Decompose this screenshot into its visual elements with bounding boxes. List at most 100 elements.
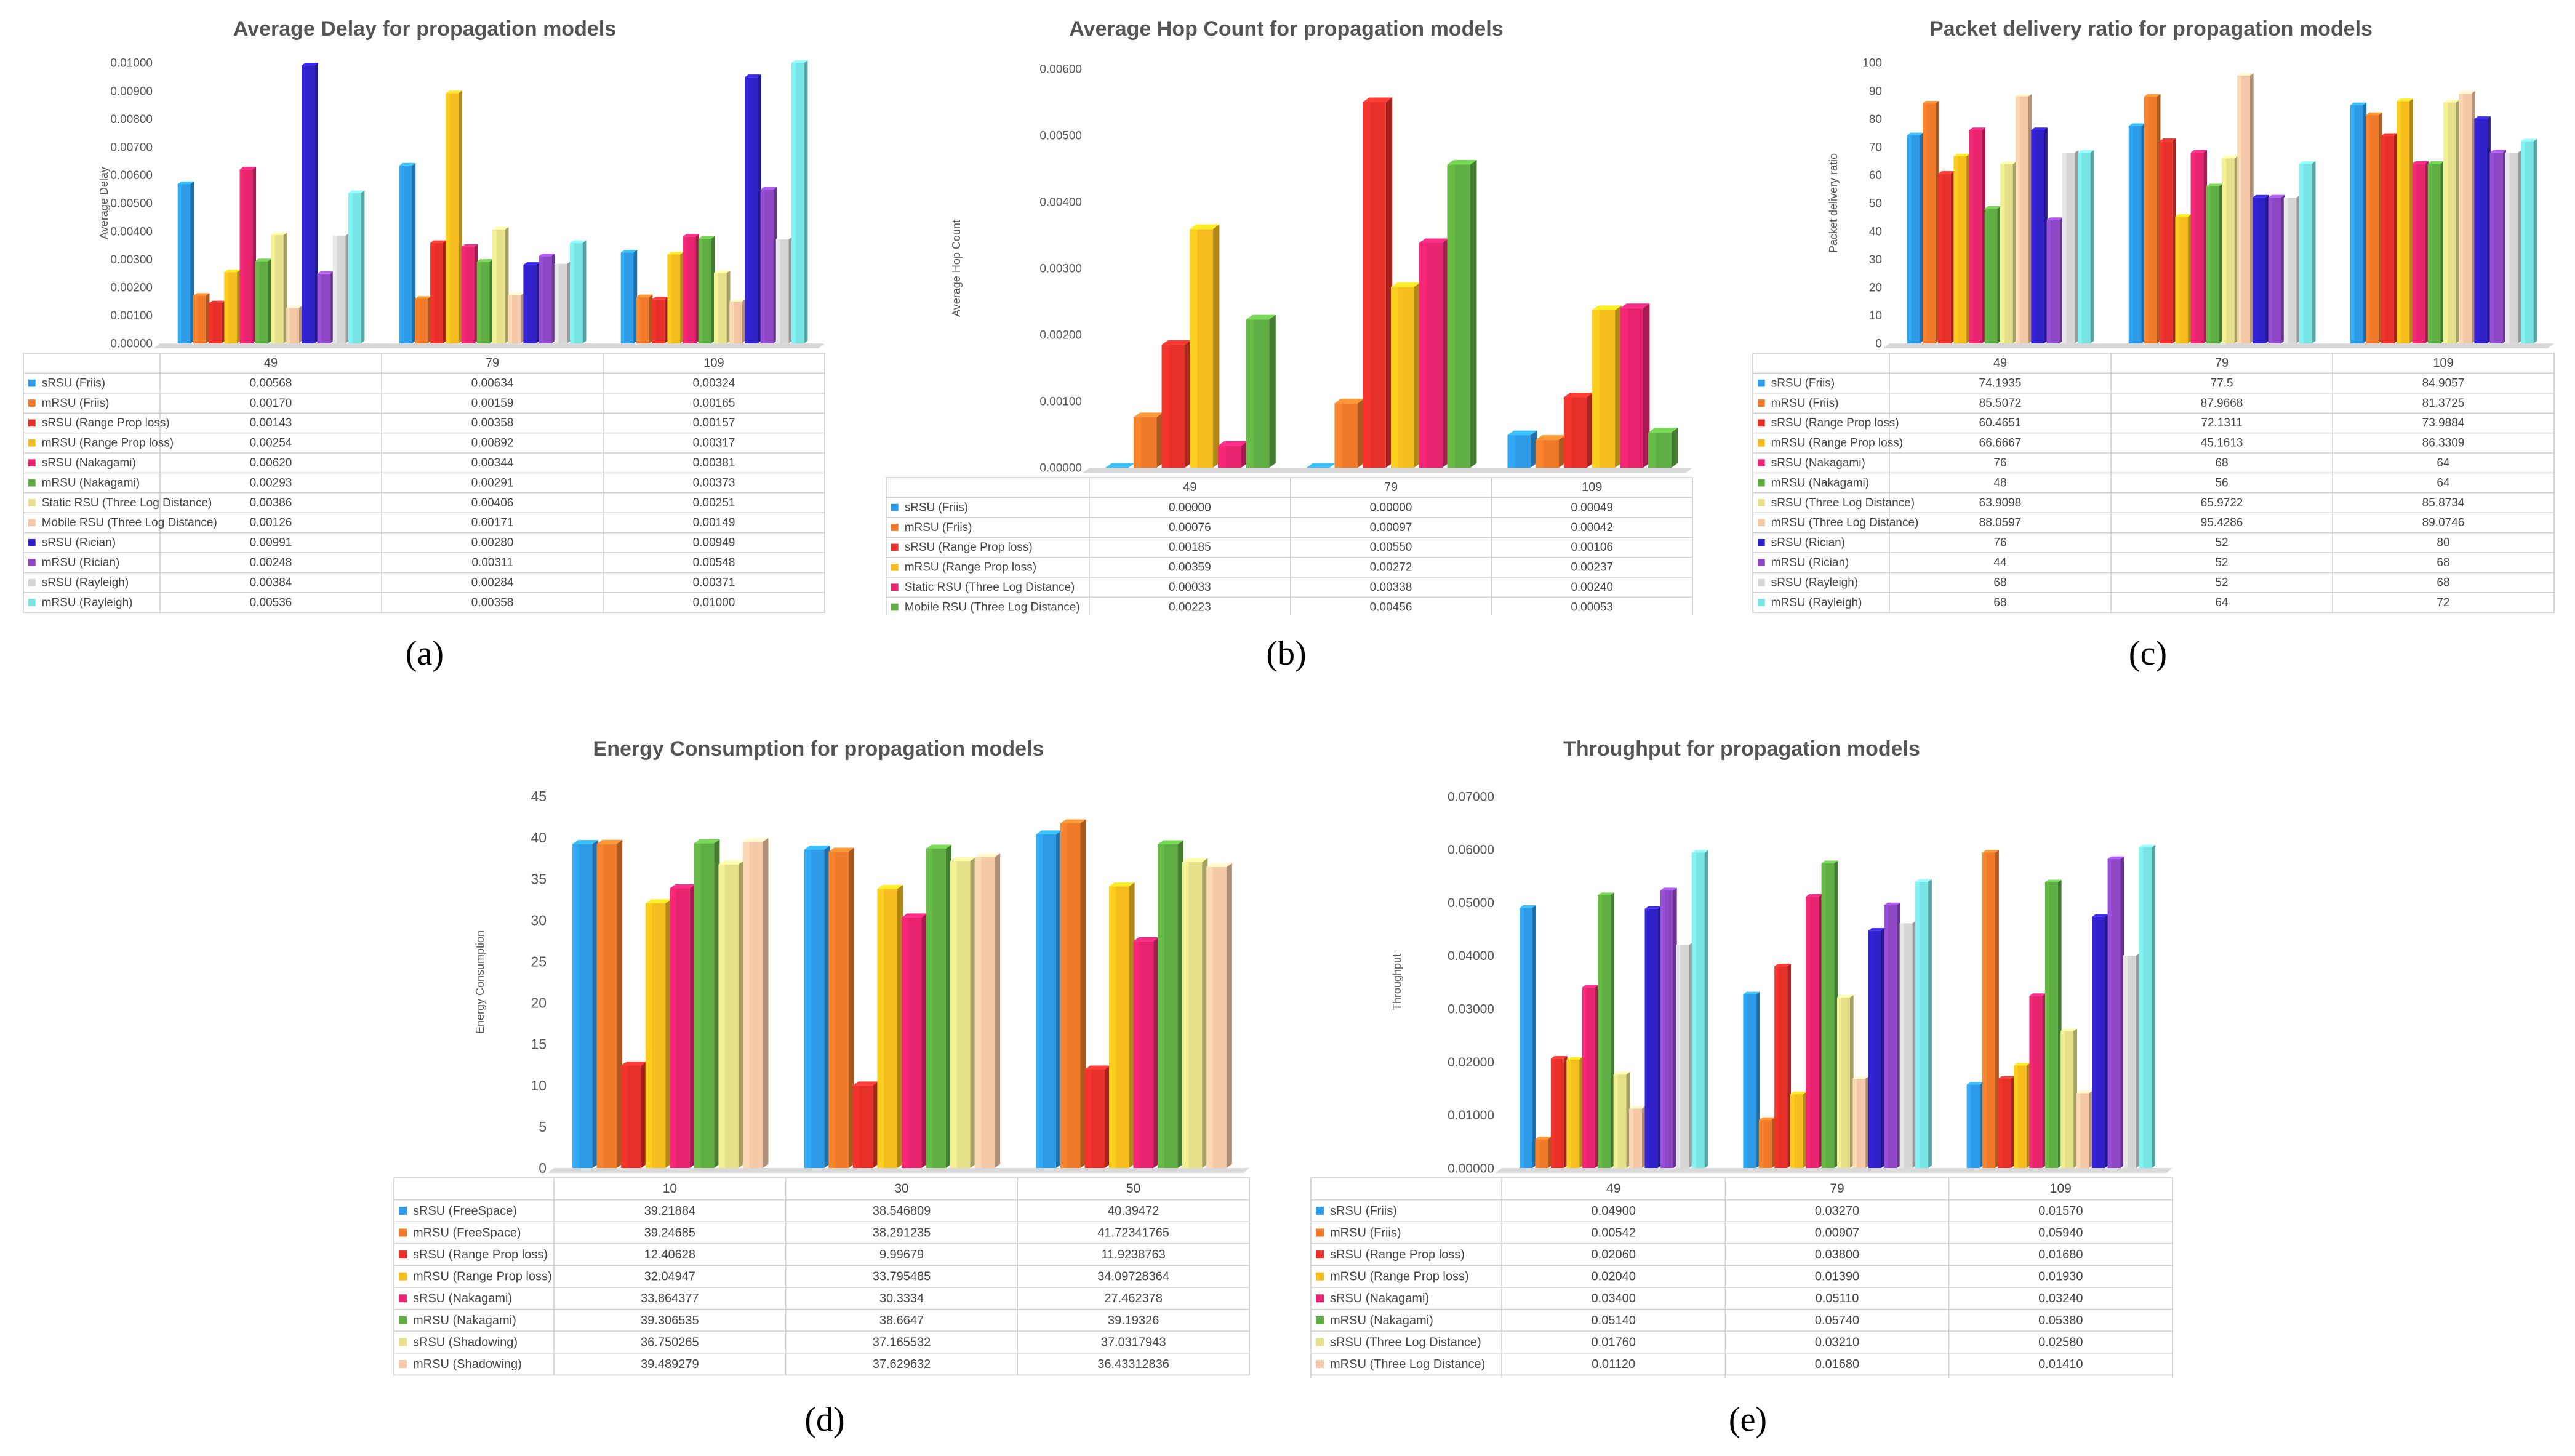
bar-top [239,167,257,170]
data-value-label: 0.05740 [1815,1314,1859,1327]
y-tick-label: 20 [1869,281,1882,294]
bar [2412,161,2429,343]
legend-series-name: sRSU (Friis) [1771,377,1835,390]
data-value-label: 76 [1993,537,2006,550]
data-value-label: 80 [2437,537,2449,550]
bar-highlight [636,297,641,343]
bar [1133,412,1163,468]
bar-side [567,261,571,343]
bar-side [680,252,684,343]
bar-side [1865,1076,1870,1168]
bar-highlight [1969,130,1974,343]
bar-highlight [1206,866,1214,1168]
legend-swatch [28,419,36,427]
bar-highlight [1998,1079,2003,1168]
bar-side [1641,1106,1646,1168]
bar-highlight [2031,130,2036,343]
chart-title: Energy Consumption for propagation model… [593,737,1044,761]
bar-top [620,250,638,253]
legend-series-name: sRSU (Nakagami) [1771,457,1865,470]
data-value-label: 33.795485 [873,1270,931,1284]
bar-highlight [1161,345,1169,468]
bar [1060,819,1086,1168]
bar [332,233,350,343]
category-label: 79 [1830,1182,1844,1196]
bar-highlight [698,238,703,343]
plot-floor [1883,343,2554,348]
bar-top [2397,98,2413,102]
data-table [23,353,825,613]
bar-side [206,293,210,343]
bar [399,162,416,343]
legend-swatch [399,1250,407,1259]
legend-series-name: mRSU (Rician) [1771,556,1849,569]
bar-top [1998,1076,2015,1079]
bar-highlight [1938,174,1943,343]
panel-label-b: (b) [1266,634,1307,673]
legend-swatch [399,1338,407,1346]
bar-side [268,258,272,343]
data-value-label: 72.1311 [2201,417,2242,430]
data-value-label: 32.04947 [644,1270,695,1284]
data-value-label: 64 [2215,596,2229,609]
data-value-label: 0.00386 [250,497,292,510]
bar [775,236,793,343]
bar-top [2144,94,2161,97]
bar-highlight [2046,220,2051,343]
data-value-label: 0.00568 [250,377,292,390]
bar [302,62,318,344]
bar-top [1084,1065,1111,1070]
bar [430,240,447,343]
legend-swatch [891,603,899,611]
bar [1676,942,1693,1168]
data-table [1752,353,2555,613]
panel-label-d: (d) [804,1401,845,1439]
bar-side [489,259,494,343]
legend-swatch [891,583,899,591]
bar-top [1620,303,1650,308]
bar-highlight [2175,217,2180,343]
bar-top [1953,153,1970,156]
bar [209,300,225,343]
bar-top [683,234,700,237]
bar-highlight [2107,858,2112,1168]
bar [2016,94,2032,344]
bar [1391,282,1421,468]
bar [2350,102,2367,343]
bar-highlight [461,247,466,343]
legend-series-name: mRSU (Range Prop loss) [905,561,1036,574]
bar-highlight [1743,994,1748,1168]
bar-top [2505,150,2522,153]
data-value-label: 39.19326 [1108,1314,1159,1327]
y-tick-label: 45 [531,788,547,804]
data-value-label: 0.02060 [1592,1248,1636,1262]
bar-top [1158,840,1183,844]
bar-side [1104,1065,1111,1168]
chart-average-hop-count: Average Hop Count for propagation models… [874,12,1699,615]
bar [1507,430,1537,468]
legend-series-name: sRSU (Three Log Distance) [1771,497,1915,510]
bar-top [1806,894,1822,897]
bar [745,74,761,344]
bar-side [2089,1090,2093,1168]
bar-side [1177,840,1183,1168]
bar [2046,217,2064,343]
y-tick-label: 0.00000 [1039,462,1082,475]
legend-swatch [28,399,36,407]
legend-swatch [28,499,36,506]
bar-highlight [2443,102,2448,343]
data-table [1310,1177,2173,1378]
data-value-label: 33.864377 [641,1292,699,1305]
data-value-label: 86.3309 [2422,437,2465,450]
bar-side [2487,116,2491,343]
bar [476,259,494,343]
bar-side [711,236,715,343]
bar-highlight [2206,186,2211,343]
bar-highlight [828,852,836,1168]
bar-side [726,270,731,343]
legend-swatch [1316,1228,1324,1237]
data-value-label: 76 [1993,457,2006,470]
data-value-label: 39.489279 [641,1358,699,1371]
legend-series-name: sRSU (Friis) [1330,1204,1397,1218]
bar [1190,224,1220,468]
